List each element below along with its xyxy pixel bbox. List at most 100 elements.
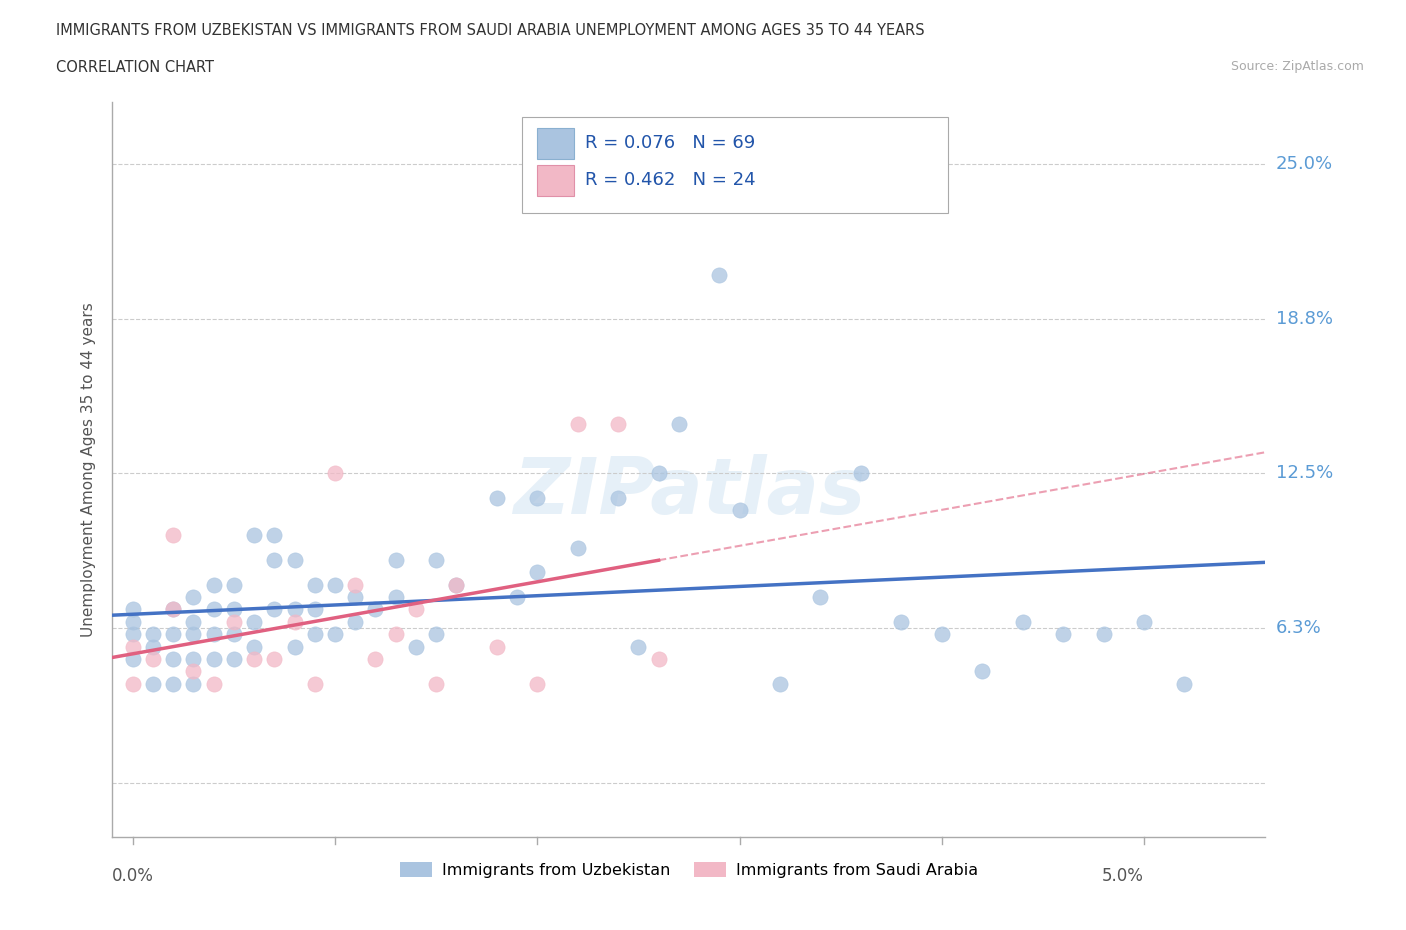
Point [263, 602, 285, 617]
Point [931, 627, 953, 642]
Point [283, 639, 305, 654]
Point [405, 602, 427, 617]
Point [162, 651, 184, 666]
Point [323, 578, 346, 592]
Text: 25.0%: 25.0% [1275, 155, 1333, 173]
Text: 5.0%: 5.0% [1102, 867, 1144, 884]
Point [202, 651, 225, 666]
Point [202, 627, 225, 642]
Point [1173, 676, 1195, 691]
Point [183, 627, 205, 642]
Point [607, 491, 630, 506]
Point [183, 615, 205, 630]
Point [243, 639, 266, 654]
Point [446, 578, 468, 592]
Text: Source: ZipAtlas.com: Source: ZipAtlas.com [1230, 60, 1364, 73]
Point [890, 615, 912, 630]
Point [344, 578, 367, 592]
Point [849, 466, 872, 481]
Point [222, 627, 245, 642]
FancyBboxPatch shape [522, 117, 949, 213]
Point [364, 651, 387, 666]
Point [769, 676, 792, 691]
Point [323, 627, 346, 642]
Point [526, 491, 548, 506]
Legend: Immigrants from Uzbekistan, Immigrants from Saudi Arabia: Immigrants from Uzbekistan, Immigrants f… [394, 856, 984, 884]
Point [810, 590, 832, 604]
Point [183, 664, 205, 679]
Point [162, 527, 184, 542]
Point [202, 676, 225, 691]
Point [162, 627, 184, 642]
Point [647, 466, 669, 481]
Point [202, 578, 225, 592]
Point [526, 565, 548, 579]
Point [121, 651, 143, 666]
Point [283, 602, 305, 617]
Text: 0.0%: 0.0% [111, 867, 153, 884]
Point [263, 651, 285, 666]
Point [222, 578, 245, 592]
Point [364, 602, 387, 617]
Text: IMMIGRANTS FROM UZBEKISTAN VS IMMIGRANTS FROM SAUDI ARABIA UNEMPLOYMENT AMONG AG: IMMIGRANTS FROM UZBEKISTAN VS IMMIGRANTS… [56, 23, 925, 38]
Text: R = 0.462   N = 24: R = 0.462 N = 24 [585, 171, 756, 189]
Point [709, 268, 731, 283]
Point [425, 676, 447, 691]
Text: 12.5%: 12.5% [1275, 464, 1333, 483]
Point [304, 602, 326, 617]
Point [384, 590, 406, 604]
Point [485, 491, 508, 506]
Point [344, 615, 367, 630]
Point [183, 651, 205, 666]
Point [142, 627, 165, 642]
Point [972, 664, 994, 679]
Point [121, 639, 143, 654]
Point [446, 578, 468, 592]
Point [283, 615, 305, 630]
Point [243, 651, 266, 666]
Point [384, 552, 406, 567]
Point [1133, 615, 1156, 630]
Point [384, 627, 406, 642]
Point [1052, 627, 1074, 642]
Point [344, 590, 367, 604]
Point [263, 527, 285, 542]
Text: CORRELATION CHART: CORRELATION CHART [56, 60, 214, 75]
Point [607, 417, 630, 432]
Point [405, 639, 427, 654]
Point [183, 676, 205, 691]
Text: ZIPatlas: ZIPatlas [513, 454, 865, 530]
Point [506, 590, 529, 604]
Point [162, 602, 184, 617]
Point [304, 627, 326, 642]
Point [222, 602, 245, 617]
Point [627, 639, 650, 654]
Point [567, 417, 589, 432]
Point [121, 627, 143, 642]
Point [728, 503, 751, 518]
Point [1092, 627, 1115, 642]
Point [121, 676, 143, 691]
Text: 18.8%: 18.8% [1275, 310, 1333, 327]
FancyBboxPatch shape [537, 165, 574, 195]
Point [142, 676, 165, 691]
Point [485, 639, 508, 654]
Point [263, 552, 285, 567]
Point [121, 615, 143, 630]
Point [243, 527, 266, 542]
Point [202, 602, 225, 617]
Point [567, 540, 589, 555]
Point [1011, 615, 1033, 630]
Point [183, 590, 205, 604]
Point [425, 552, 447, 567]
Point [323, 466, 346, 481]
Point [647, 651, 669, 666]
Point [162, 602, 184, 617]
Point [121, 602, 143, 617]
Text: R = 0.076   N = 69: R = 0.076 N = 69 [585, 135, 755, 153]
Point [222, 651, 245, 666]
Point [243, 615, 266, 630]
Point [283, 552, 305, 567]
Point [162, 676, 184, 691]
Point [142, 651, 165, 666]
